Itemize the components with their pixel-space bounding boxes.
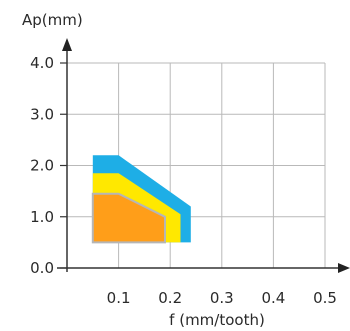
y-tick-label: 4.0 [30,54,54,72]
y-tick-label: 0.0 [30,259,54,277]
x-tick-label: 0.5 [313,289,337,307]
x-tick-label: 0.4 [261,289,285,307]
region-3 [91,192,166,244]
y-axis-arrow [62,38,72,51]
chart-axes [57,38,350,273]
x-axis-label: f (mm/tooth) [169,311,265,329]
y-tick-label: 3.0 [30,105,54,123]
x-axis-arrow [338,263,350,273]
x-tick-label: 0.3 [210,289,234,307]
x-tick-label: 0.1 [107,289,131,307]
y-axis-label: Ap(mm) [22,11,83,29]
y-tick-label: 2.0 [30,157,54,175]
x-tick-label: 0.2 [158,289,182,307]
y-tick-label: 1.0 [30,208,54,226]
chart-regions [91,155,191,244]
chart-tick-labels: 0.0 1.0 2.0 3.0 4.0 0.1 0.2 0.3 0.4 0.5 [30,54,337,307]
